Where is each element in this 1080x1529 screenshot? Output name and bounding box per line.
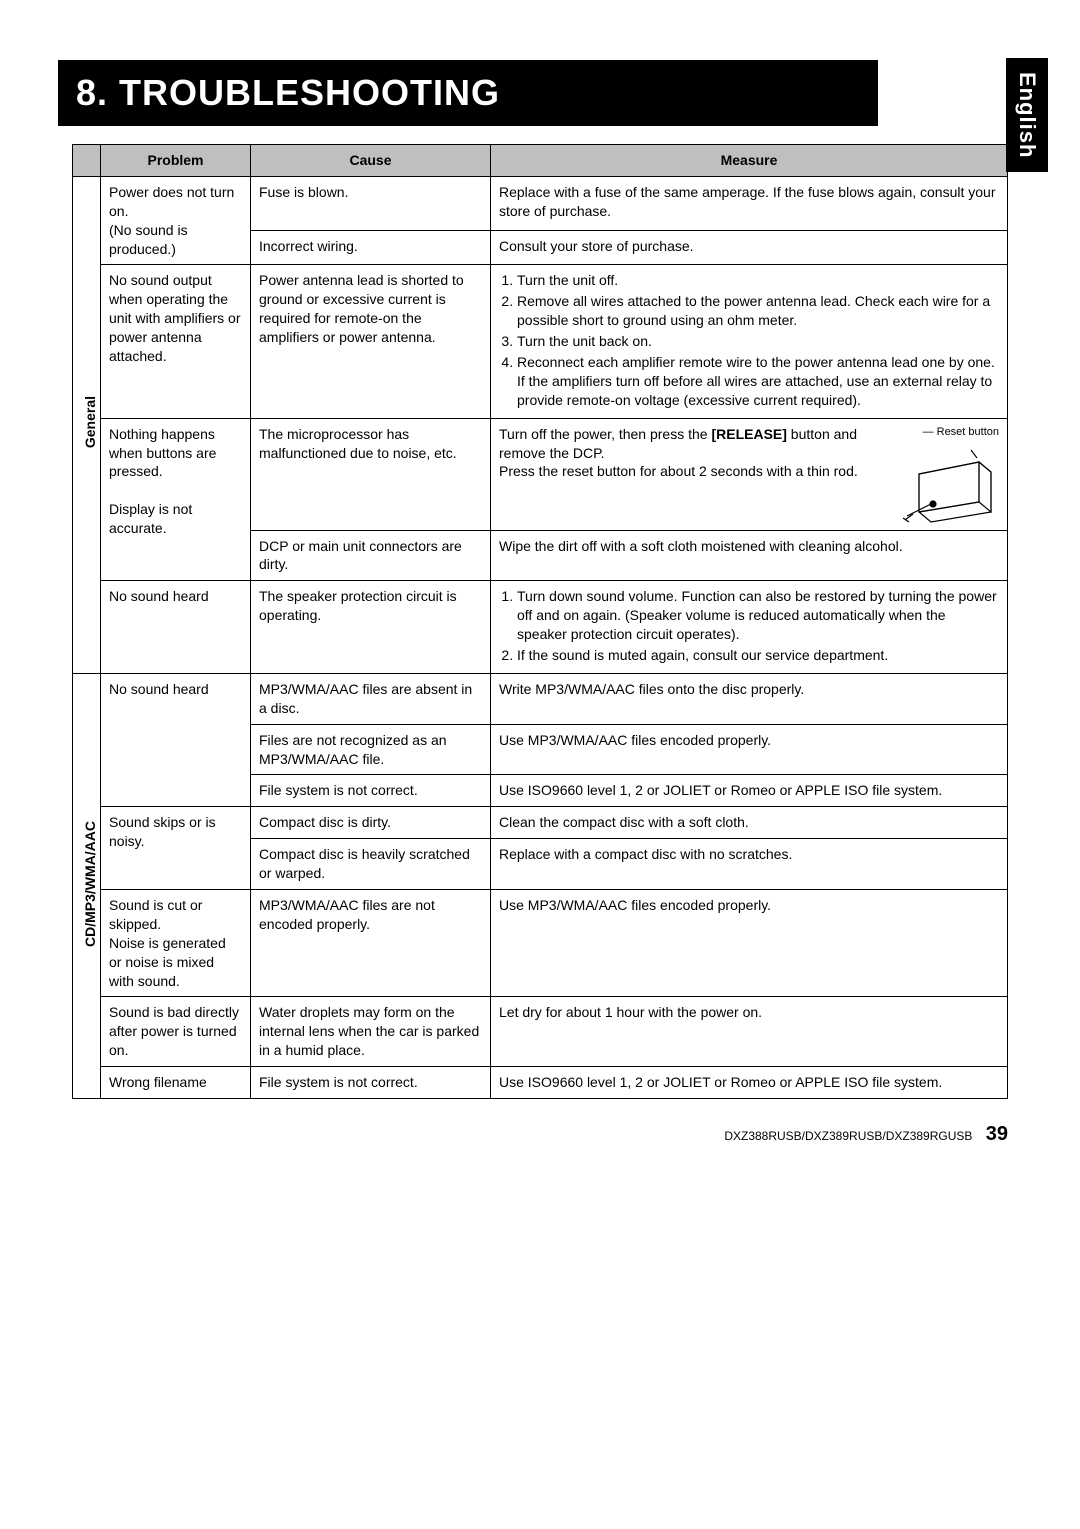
problem-cell: Sound is cut or skipped. Noise is genera… (101, 890, 251, 997)
measure-steps: Turn the unit off. Remove all wires atta… (499, 271, 999, 409)
measure-cell: Turn off the power, then press the [RELE… (491, 418, 1008, 530)
table-row: Wrong filename File system is not correc… (73, 1067, 1008, 1099)
cause-cell: DCP or main unit connectors are dirty. (251, 530, 491, 581)
cause-cell: Water droplets may form on the internal … (251, 997, 491, 1067)
step: If the sound is muted again, consult our… (517, 646, 999, 665)
table-header-row: Problem Cause Measure (73, 145, 1008, 177)
measure-cell: Replace with a compact disc with no scra… (491, 839, 1008, 890)
reset-button-icon (899, 444, 999, 524)
cause-cell: File system is not correct. (251, 1067, 491, 1099)
measure-cell: Use ISO9660 level 1, 2 or JOLIET or Rome… (491, 775, 1008, 807)
col-problem: Problem (101, 145, 251, 177)
step: Remove all wires attached to the power a… (517, 292, 999, 330)
table-row: Sound is bad directly after power is tur… (73, 997, 1008, 1067)
problem-cell: Sound skips or is noisy. (101, 807, 251, 890)
reset-button-figure: Reset button (889, 425, 999, 524)
category-cd-mp3: CD/MP3/WMA/AAC (73, 673, 101, 1098)
category-general: General (73, 176, 101, 673)
step: Turn down sound volume. Function can als… (517, 587, 999, 644)
table-row: No sound heard The speaker protection ci… (73, 581, 1008, 674)
measure-cell: Let dry for about 1 hour with the power … (491, 997, 1008, 1067)
page-number: 39 (986, 1123, 1008, 1145)
problem-cell: Power does not turn on. (No sound is pro… (101, 176, 251, 265)
measure-cell: Wipe the dirt off with a soft cloth mois… (491, 530, 1008, 581)
cause-cell: Compact disc is heavily scratched or war… (251, 839, 491, 890)
cause-cell: Power antenna lead is shorted to ground … (251, 265, 491, 418)
cause-cell: The microprocessor has malfunctioned due… (251, 418, 491, 530)
cause-cell: MP3/WMA/AAC files are absent in a disc. (251, 673, 491, 724)
reset-button-label: Reset button (889, 425, 999, 440)
table-row: Nothing happens when buttons are pressed… (73, 418, 1008, 530)
problem-cell: No sound output when operating the unit … (101, 265, 251, 418)
problem-cell: Sound is bad directly after power is tur… (101, 997, 251, 1067)
model-numbers: DXZ388RUSB/DXZ389RUSB/DXZ389RGUSB (724, 1129, 972, 1143)
cause-cell: File system is not correct. (251, 775, 491, 807)
problem-cell: Wrong filename (101, 1067, 251, 1099)
category-label: CD/MP3/WMA/AAC (81, 821, 100, 947)
cause-cell: MP3/WMA/AAC files are not encoded proper… (251, 890, 491, 997)
col-measure: Measure (491, 145, 1008, 177)
measure-cell: Turn the unit off. Remove all wires atta… (491, 265, 1008, 418)
cause-cell: Fuse is blown. (251, 176, 491, 230)
page: English 8. TROUBLESHOOTING Problem Cause… (0, 0, 1080, 1186)
problem-cell: No sound heard (101, 673, 251, 806)
table-row: CD/MP3/WMA/AAC No sound heard MP3/WMA/AA… (73, 673, 1008, 724)
category-label: General (81, 396, 100, 448)
table-row: Sound skips or is noisy. Compact disc is… (73, 807, 1008, 839)
cause-cell: Files are not recognized as an MP3/WMA/A… (251, 724, 491, 775)
problem-cell: Nothing happens when buttons are pressed… (101, 418, 251, 581)
step: Reconnect each amplifier remote wire to … (517, 353, 999, 410)
problem-cell: No sound heard (101, 581, 251, 674)
cause-cell: The speaker protection circuit is operat… (251, 581, 491, 674)
measure-cell: Use MP3/WMA/AAC files encoded properly. (491, 724, 1008, 775)
language-tab: English (1006, 58, 1048, 172)
measure-text: Turn off the power, then press the [RELE… (499, 425, 879, 482)
table-row: General Power does not turn on. (No soun… (73, 176, 1008, 230)
measure-steps: Turn down sound volume. Function can als… (499, 587, 999, 665)
cause-cell: Incorrect wiring. (251, 231, 491, 265)
measure-cell: Use MP3/WMA/AAC files encoded properly. (491, 890, 1008, 997)
measure-cell: Replace with a fuse of the same amperage… (491, 176, 1008, 230)
col-cause: Cause (251, 145, 491, 177)
measure-cell: Consult your store of purchase. (491, 231, 1008, 265)
table-row: Sound is cut or skipped. Noise is genera… (73, 890, 1008, 997)
cause-cell: Compact disc is dirty. (251, 807, 491, 839)
measure-cell: Use ISO9660 level 1, 2 or JOLIET or Rome… (491, 1067, 1008, 1099)
troubleshooting-table: Problem Cause Measure General Power does… (72, 144, 1008, 1099)
measure-cell: Write MP3/WMA/AAC files onto the disc pr… (491, 673, 1008, 724)
measure-cell: Clean the compact disc with a soft cloth… (491, 807, 1008, 839)
step: Turn the unit off. (517, 271, 999, 290)
col-category (73, 145, 101, 177)
table-row: No sound output when operating the unit … (73, 265, 1008, 418)
measure-cell: Turn down sound volume. Function can als… (491, 581, 1008, 674)
page-footer: DXZ388RUSB/DXZ389RUSB/DXZ389RGUSB 39 (72, 1123, 1008, 1146)
section-title: 8. TROUBLESHOOTING (58, 60, 878, 126)
step: Turn the unit back on. (517, 332, 999, 351)
